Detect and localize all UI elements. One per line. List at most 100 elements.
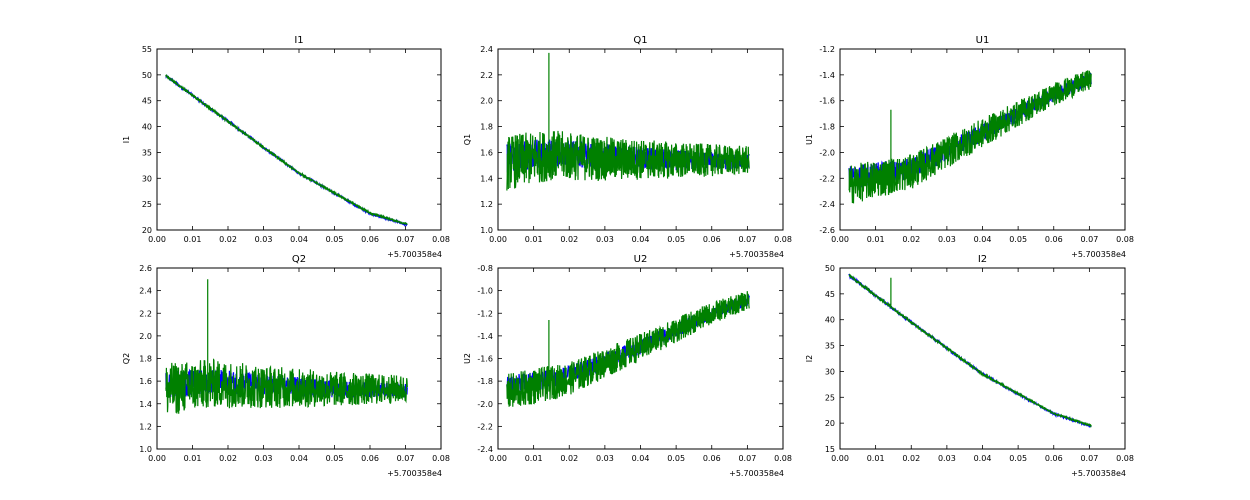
axes-frame bbox=[156, 48, 442, 231]
y-tick-label: -1.2 bbox=[477, 309, 493, 318]
x-tick-label: 0.04 bbox=[632, 235, 650, 244]
x-tick-label: 0.08 bbox=[1116, 235, 1134, 244]
y-axis-label: I2 bbox=[805, 355, 814, 362]
y-tick-label: 50 bbox=[142, 71, 152, 80]
y-tick-label: 1.0 bbox=[480, 226, 493, 235]
y-tick-label: 2.0 bbox=[139, 332, 152, 341]
x-tick-label: 0.00 bbox=[831, 454, 849, 463]
x-tick-label: 0.00 bbox=[489, 454, 507, 463]
y-tick-label: 15 bbox=[825, 445, 835, 454]
y-tick-label: 20 bbox=[825, 419, 835, 428]
x-tick-label: 0.08 bbox=[774, 454, 792, 463]
y-tick-label: -2.2 bbox=[819, 174, 835, 183]
subplot-title: I1 bbox=[294, 35, 303, 46]
subplot-u2: 0.00 0.01 0.02 0.03 0.04 0.05 0.06 0.07 0.08 -2.4… bbox=[463, 254, 792, 478]
series-line-green bbox=[506, 291, 750, 407]
x-tick-label: 0.02 bbox=[902, 454, 920, 463]
x-tick-label: 0.05 bbox=[1009, 454, 1027, 463]
x-tick-label: 0.05 bbox=[1009, 235, 1027, 244]
y-axis-label: I1 bbox=[122, 136, 131, 143]
y-tick-label: 1.4 bbox=[139, 400, 152, 409]
y-tick-label: -2.2 bbox=[477, 422, 493, 431]
subplot-title: Q2 bbox=[292, 254, 306, 265]
y-tick-label: 20 bbox=[142, 226, 152, 235]
y-tick-label: 45 bbox=[142, 97, 152, 106]
y-tick-label: 2.2 bbox=[480, 71, 493, 80]
x-tick-label: 0.03 bbox=[596, 454, 614, 463]
x-tick-label: 0.07 bbox=[738, 235, 756, 244]
x-tick-label: 0.05 bbox=[667, 235, 685, 244]
subplot-u1: 0.00 0.01 0.02 0.03 0.04 0.05 0.06 0.07 0.08 -2.6… bbox=[805, 35, 1134, 259]
axes-frame bbox=[497, 48, 784, 231]
y-tick-label: -1.0 bbox=[477, 287, 493, 296]
y-tick-label: 55 bbox=[142, 45, 152, 54]
x-tick-label: 0.08 bbox=[774, 235, 792, 244]
x-tick-label: 0.01 bbox=[184, 454, 202, 463]
x-tick-label: 0.01 bbox=[525, 235, 543, 244]
x-tick-label: 0.06 bbox=[361, 235, 379, 244]
x-tick-label: 0.03 bbox=[938, 454, 956, 463]
y-tick-label: -1.8 bbox=[477, 377, 493, 386]
series-line-blue bbox=[165, 74, 408, 227]
x-tick-label: 0.02 bbox=[560, 454, 578, 463]
series-line-green bbox=[165, 73, 408, 225]
x-tick-label: 0.04 bbox=[974, 454, 992, 463]
y-tick-label: 1.2 bbox=[480, 200, 493, 209]
x-tick-label: 0.07 bbox=[738, 454, 756, 463]
y-tick-label: 2.2 bbox=[139, 309, 152, 318]
y-axis-label: U1 bbox=[805, 134, 814, 145]
y-tick-label: 1.6 bbox=[139, 377, 152, 386]
subplot-q2: 0.00 0.01 0.02 0.03 0.04 0.05 0.06 0.07 0.08 1.0 1… bbox=[122, 254, 450, 478]
y-tick-label: 40 bbox=[825, 316, 835, 325]
y-tick-label: -0.8 bbox=[477, 264, 493, 273]
x-tick-label: 0.03 bbox=[255, 454, 273, 463]
x-tick-label: 0.06 bbox=[1045, 454, 1063, 463]
x-tick-label: 0.07 bbox=[397, 454, 415, 463]
series-line-green bbox=[848, 273, 1092, 429]
x-tick-label: 0.01 bbox=[867, 235, 885, 244]
subplot-title: I2 bbox=[978, 254, 987, 265]
x-tick-label: 0.06 bbox=[703, 454, 721, 463]
y-tick-label: 45 bbox=[825, 290, 835, 299]
x-tick-label: 0.07 bbox=[1080, 454, 1098, 463]
subplot-i1: 0.00 0.01 0.02 0.03 0.04 0.05 0.06 0.07 0.08 20 25… bbox=[122, 35, 450, 259]
x-tick-label: 0.03 bbox=[596, 235, 614, 244]
y-tick-label: 1.6 bbox=[480, 148, 493, 157]
y-tick-label: 1.0 bbox=[139, 445, 152, 454]
y-tick-label: 50 bbox=[825, 264, 835, 273]
x-tick-label: 0.03 bbox=[255, 235, 273, 244]
x-offset-label: +5.700358e4 bbox=[729, 250, 784, 259]
x-tick-label: 0.04 bbox=[974, 235, 992, 244]
y-axis-label: Q1 bbox=[463, 134, 472, 145]
y-tick-label: 1.8 bbox=[139, 355, 152, 364]
x-tick-label: 0.01 bbox=[525, 454, 543, 463]
y-tick-label: 1.2 bbox=[139, 422, 152, 431]
y-tick-label: -2.0 bbox=[819, 148, 835, 157]
axes-frame bbox=[156, 267, 442, 450]
y-axis-label: Q2 bbox=[122, 353, 131, 364]
subplot-i2: 0.00 0.01 0.02 0.03 0.04 0.05 0.06 0.07 0.08 15 20… bbox=[805, 254, 1134, 478]
subplot-q1: 0.00 0.01 0.02 0.03 0.04 0.05 0.06 0.07 0.08 1.0 1… bbox=[463, 35, 792, 259]
x-tick-label: 0.01 bbox=[184, 235, 202, 244]
y-tick-label: -2.6 bbox=[819, 226, 835, 235]
x-tick-label: 0.08 bbox=[1116, 454, 1134, 463]
y-tick-label: 2.6 bbox=[139, 264, 152, 273]
y-tick-label: -2.0 bbox=[477, 400, 493, 409]
x-tick-label: 0.06 bbox=[1045, 235, 1063, 244]
x-offset-label: +5.700358e4 bbox=[387, 469, 442, 478]
y-tick-label: 2.0 bbox=[480, 97, 493, 106]
x-tick-label: 0.02 bbox=[219, 235, 237, 244]
x-tick-label: 0.04 bbox=[632, 454, 650, 463]
x-tick-label: 0.00 bbox=[831, 235, 849, 244]
y-tick-label: -1.6 bbox=[819, 97, 835, 106]
y-tick-label: -1.8 bbox=[819, 123, 835, 132]
y-tick-label: -1.6 bbox=[477, 355, 493, 364]
y-tick-label: 1.4 bbox=[480, 174, 493, 183]
subplot-title: U2 bbox=[634, 254, 648, 265]
x-tick-label: 0.00 bbox=[489, 235, 507, 244]
y-axis-label: U2 bbox=[463, 353, 472, 364]
x-tick-label: 0.00 bbox=[148, 235, 166, 244]
y-tick-label: 30 bbox=[825, 367, 835, 376]
x-tick-label: 0.04 bbox=[290, 454, 308, 463]
